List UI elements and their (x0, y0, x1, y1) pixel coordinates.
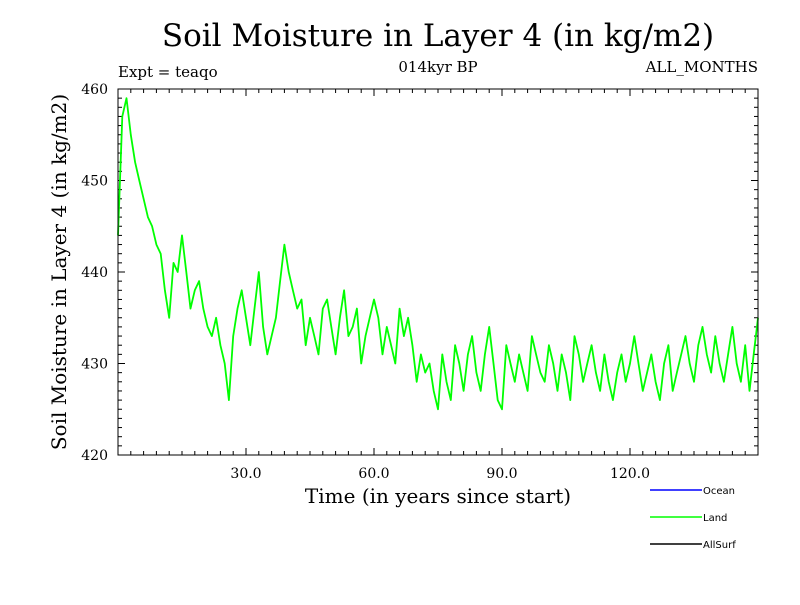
experiment-label: Expt = teaqo (118, 63, 218, 81)
x-axis-label: Time (in years since start) (305, 484, 571, 508)
plot-frame (117, 88, 759, 456)
x-tick-label: 120.0 (610, 466, 650, 482)
y-tick-label: 450 (81, 174, 108, 190)
series-line-land (117, 97, 759, 411)
chart-title: Soil Moisture in Layer 4 (in kg/m2) (162, 18, 714, 54)
x-tick-label: 30.0 (230, 466, 261, 482)
y-tick-label: 430 (81, 357, 108, 373)
y-axis-label: Soil Moisture in Layer 4 (in kg/m2) (47, 94, 71, 450)
x-tick-label: 90.0 (486, 466, 517, 482)
legend-label-ocean: Ocean (703, 486, 735, 497)
period-label: 014kyr BP (398, 58, 477, 76)
x-tick-label: 60.0 (358, 466, 389, 482)
y-tick-label: 420 (81, 448, 108, 464)
y-tick-label: 460 (81, 82, 108, 98)
legend-label-land: Land (703, 513, 727, 524)
y-tick-label: 440 (81, 265, 108, 281)
legend-label-allsurf: AllSurf (703, 540, 736, 551)
months-label: ALL_MONTHS (645, 58, 758, 76)
